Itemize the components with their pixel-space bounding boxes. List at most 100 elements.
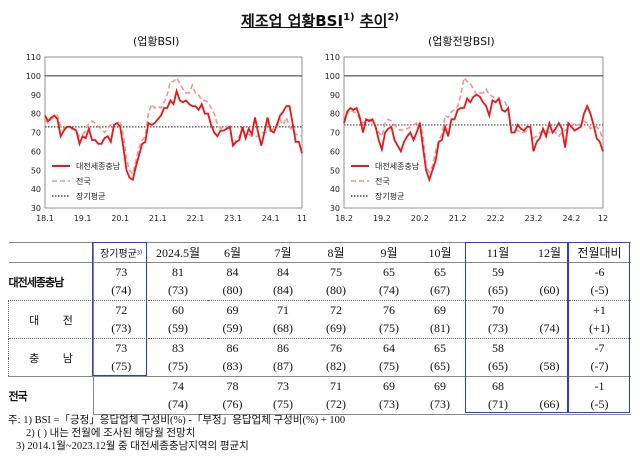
column-header: 2024.5월: [148, 242, 208, 263]
legend-label: 대전세종충남: [375, 161, 420, 171]
cell-actual: 86: [257, 338, 309, 358]
x-tick-label: 20.1: [111, 214, 129, 223]
table-row: 전국 74 78 73 71 69 69 68 -1: [8, 376, 631, 415]
x-tick-label: 12: [598, 214, 608, 223]
x-tick-label: 18.2: [335, 214, 353, 223]
cell-actual: [530, 300, 569, 320]
table-row-outlook: (74) (76) (75) (72) (73) (73) (71) (66) (-5): [9, 395, 631, 415]
cell-actual: 86: [207, 338, 258, 358]
legend-label: 대전세종충남: [76, 161, 121, 171]
cell-outlook: (59): [222, 321, 243, 336]
y-tick-label: 80: [330, 110, 340, 119]
cell-outlook: (60): [539, 283, 560, 298]
cell-outlook: (67): [430, 283, 450, 298]
series-line-regional: [44, 87, 303, 182]
y-tick-label: 100: [26, 72, 41, 81]
cell-outlook: (59): [168, 321, 188, 336]
cell-outlook: (66): [530, 395, 569, 415]
cell-actual: 81: [172, 264, 184, 279]
cell-actual: -7: [568, 338, 631, 358]
cell-actual: [93, 376, 149, 396]
plot-frame: [44, 56, 303, 209]
cell-actual: 71: [308, 376, 364, 396]
note-3: 3) 2014.1월~2023.12월 중 대전세종충남지역의 평균치: [16, 441, 249, 452]
x-tick-label: 22.2: [487, 214, 505, 223]
y-tick-label: 70: [31, 129, 41, 138]
highlight-nov-dec: [465, 242, 569, 413]
cell-outlook: (74): [148, 395, 208, 415]
note-2: 2) ( ) 내는 전월에 조사된 해당월 전망치: [26, 428, 196, 439]
cell-actual: -6: [594, 264, 605, 279]
cell-actual: 75: [330, 264, 342, 279]
cell-outlook: (80): [326, 283, 346, 298]
y-tick-label: 60: [31, 147, 41, 156]
cell-outlook: (-7): [590, 359, 609, 374]
cell-outlook: (74): [93, 281, 149, 301]
y-tick-label: 30: [31, 204, 41, 213]
cell-outlook: (73): [488, 321, 508, 336]
column-header: 8월: [308, 242, 364, 263]
x-tick-label: 22.1: [187, 214, 205, 223]
y-tick-label: 70: [330, 129, 340, 138]
table-row: 대 전 72 60 69 71 72 76 69 70 +1: [8, 300, 631, 339]
x-tick-label: 19.1: [74, 214, 92, 223]
plot-frame: [343, 56, 604, 209]
cell-actual: 68: [465, 376, 531, 396]
column-header: 9월: [363, 242, 415, 263]
cell-actual: 76: [363, 300, 415, 320]
cell-outlook: (68): [273, 321, 293, 336]
cell-actual: 76: [308, 338, 364, 358]
x-tick-label: 23.2: [525, 214, 543, 223]
cell-outlook: (65): [488, 359, 508, 374]
cell-outlook: (73): [168, 283, 188, 298]
highlight-mom-change: [567, 242, 630, 413]
table-row-outlook: (73) (59) (59) (68) (69) (75) (81) (73) (74) (+1): [9, 319, 631, 339]
cell-actual: 70: [465, 300, 531, 320]
cell-actual: 58: [465, 338, 531, 358]
cell-actual: [530, 376, 569, 396]
table-row: 충 남 73 83 86 86 76 64 65 58 -7: [8, 338, 631, 377]
cell-actual: 73: [93, 338, 149, 358]
cell-actual: 64: [363, 338, 415, 358]
x-tick-label: 24.1: [262, 214, 280, 223]
page-title: 제조업 업황BSI1) 추이2): [241, 12, 399, 30]
footnotes: 주: 1) BSI =「긍정」응답업체 구성비(%) -「부정」응답업체 구성비…: [8, 414, 345, 453]
row-label: 충 남: [8, 338, 94, 377]
cell-outlook: (73): [414, 395, 466, 415]
table-row-outlook: (74) (73) (80) (84) (80) (74) (67) (65) (60) (-5): [9, 281, 631, 301]
cell-actual: 83: [148, 338, 208, 358]
series-line-national: [343, 76, 604, 174]
cell-outlook: (75): [379, 359, 399, 374]
cell-actual: 65: [434, 264, 446, 279]
column-header: 전월대비: [568, 242, 631, 263]
column-header: [8, 242, 94, 263]
cell-outlook: (87): [273, 359, 293, 374]
cell-outlook: (71): [465, 395, 531, 415]
cell-outlook: (73): [363, 395, 415, 415]
cell-outlook: (58): [539, 359, 560, 374]
cell-outlook: (+1): [589, 321, 610, 336]
cell-outlook: [93, 395, 149, 415]
cell-outlook: (82): [326, 359, 346, 374]
legend-label: 전국: [375, 176, 390, 186]
cell-outlook: (83): [222, 359, 243, 374]
cell-actual: 74: [148, 376, 208, 396]
cell-actual: [530, 338, 569, 358]
legend-label: 전국: [76, 176, 91, 186]
cell-actual: 72: [308, 300, 364, 320]
chart-subtitle-left: (업황BSI): [133, 35, 180, 48]
bsi-table: 장기평균³⁾ 2024.5월 6월 7월 8월 9월 10월 11월 12월 전월대비 대전세종충남…: [8, 242, 631, 415]
column-header: 장기평균³⁾: [93, 242, 149, 263]
cell-actual: 84: [277, 264, 289, 279]
cell-outlook: (72): [308, 395, 364, 415]
note-1: 주: 1) BSI =「긍정」응답업체 구성비(%) -「부정」응답업체 구성비…: [8, 415, 346, 426]
x-tick-label: 19.2: [373, 214, 391, 223]
cell-outlook: (-5): [590, 283, 609, 298]
column-header: 12월: [530, 242, 569, 263]
legend-label: 장기평균: [375, 191, 404, 201]
legend-label: 장기평균: [76, 191, 105, 201]
cell-actual: 72: [93, 300, 149, 320]
cell-actual: 59: [492, 264, 504, 279]
cell-actual: 71: [257, 300, 309, 320]
cell-outlook: (80): [222, 283, 243, 298]
